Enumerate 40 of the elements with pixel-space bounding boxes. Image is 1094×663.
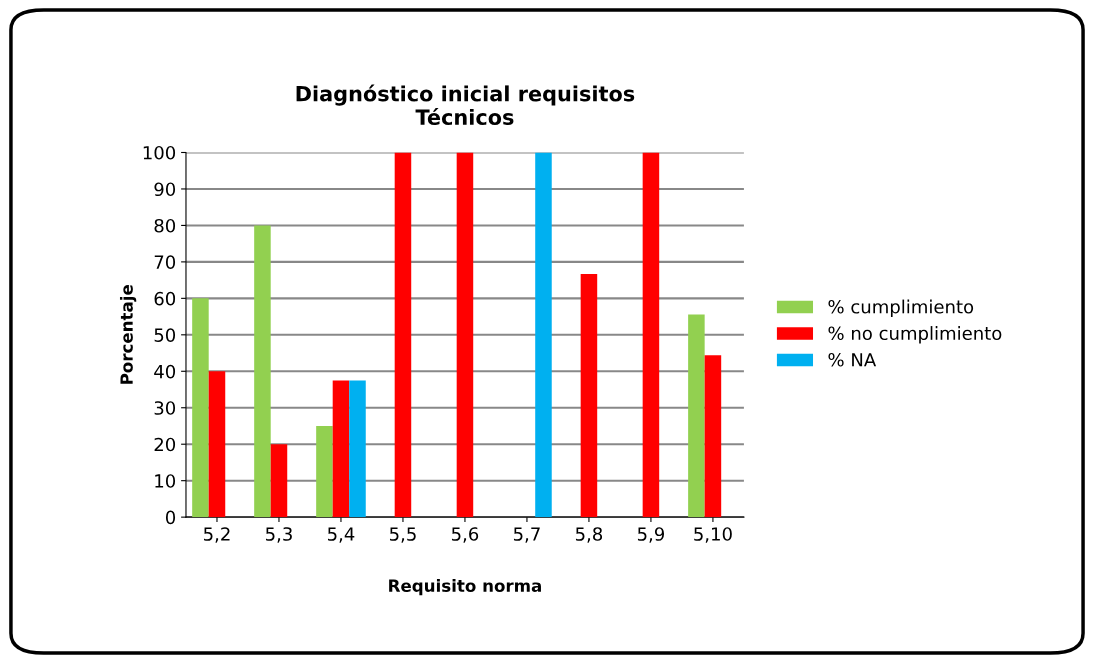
x-tick-label: 5,9 [637, 527, 665, 543]
y-tick-label: 50 [154, 328, 176, 342]
bar [704, 355, 722, 518]
bar [580, 273, 598, 518]
x-axis-title: Requisito norma [389, 579, 541, 596]
x-tick-label: 5,4 [328, 527, 355, 543]
bar [316, 425, 333, 518]
y-tick-label: 60 [154, 291, 176, 306]
bar [456, 152, 474, 518]
y-tick-label: 100 [143, 145, 176, 160]
y-tick-label: 40 [154, 364, 176, 379]
x-tick-label: 5,6 [451, 527, 479, 543]
legend-label: % NA [828, 352, 877, 367]
x-tick-label: 5,8 [575, 527, 603, 543]
bar [270, 444, 288, 518]
y-tick-label: 80 [154, 218, 176, 233]
y-axis-title: Porcentaje [119, 285, 137, 384]
x-tick-label: 5,10 [694, 527, 732, 543]
y-tick-label: 0 [165, 510, 176, 525]
bar [332, 380, 350, 518]
y-tick-label: 10 [155, 474, 176, 488]
bar [254, 225, 271, 518]
bar [642, 152, 660, 518]
x-tick-label: 5,7 [513, 527, 540, 543]
bar [349, 380, 366, 518]
y-tick-label: 20 [154, 437, 176, 452]
bar [208, 371, 226, 518]
y-tick-label: 90 [154, 182, 176, 197]
y-tick-label: 70 [154, 255, 176, 269]
bar [688, 314, 705, 518]
bar [535, 152, 552, 518]
bar [192, 298, 209, 518]
legend-label: % cumplimiento [828, 299, 974, 318]
x-tick-label: 5,5 [389, 527, 416, 543]
x-tick-label: 5,3 [266, 527, 292, 543]
chart-title: Diagnóstico inicial requisitos Técnicos [296, 84, 635, 126]
y-tick-label: 30 [154, 401, 176, 415]
legend-label: % no cumplimiento [828, 326, 1002, 344]
x-tick-label: 5,2 [204, 527, 230, 543]
bar [394, 152, 412, 518]
